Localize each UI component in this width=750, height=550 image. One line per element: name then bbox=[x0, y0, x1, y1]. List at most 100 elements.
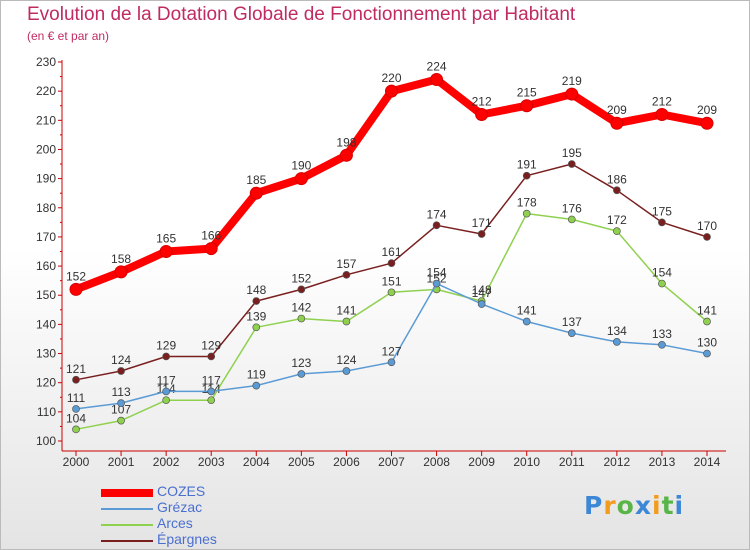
series-arces: 1041071141141391421411511521481781761721… bbox=[66, 196, 717, 434]
data-label-grezac: 127 bbox=[381, 344, 401, 358]
data-point-arces bbox=[567, 215, 576, 224]
legend-label: Grézac bbox=[157, 499, 203, 515]
data-label-grezac: 124 bbox=[336, 353, 356, 367]
logo-letter: r bbox=[603, 491, 617, 520]
x-tick-label: 2000 bbox=[63, 455, 90, 469]
data-point-epargnes bbox=[387, 259, 396, 268]
x-tick-label: 2006 bbox=[333, 455, 360, 469]
data-label-epargnes: 157 bbox=[336, 257, 356, 271]
data-label-epargnes: 152 bbox=[291, 271, 311, 285]
data-point-grezac bbox=[297, 370, 306, 378]
data-label-arces: 172 bbox=[607, 213, 627, 227]
x-tick-label: 2011 bbox=[559, 455, 585, 469]
data-point-grezac bbox=[567, 329, 576, 337]
logo-letter: i bbox=[674, 491, 685, 520]
data-point-cozes bbox=[385, 84, 398, 98]
y-tick-label: 200 bbox=[36, 142, 56, 156]
data-label-epargnes: 124 bbox=[111, 353, 131, 367]
data-label-arces: 148 bbox=[472, 283, 492, 297]
data-label-cozes: 220 bbox=[381, 71, 401, 85]
logo-letter: x bbox=[634, 491, 652, 520]
data-point-cozes bbox=[610, 116, 624, 130]
legend-swatch bbox=[101, 540, 153, 542]
data-label-grezac: 133 bbox=[652, 327, 672, 341]
x-tick-label: 2001 bbox=[108, 455, 135, 469]
data-point-arces bbox=[613, 227, 621, 235]
data-point-epargnes bbox=[207, 352, 216, 361]
data-label-cozes: 209 bbox=[607, 103, 627, 117]
data-label-grezac: 117 bbox=[157, 373, 176, 387]
data-point-grezac bbox=[613, 338, 621, 346]
data-point-cozes bbox=[655, 107, 669, 121]
data-label-grezac: 154 bbox=[427, 266, 447, 280]
data-point-grezac bbox=[477, 300, 486, 308]
series-cozes: 152 158 165 166 185 190 198 220 224 212 215 219 209 2… bbox=[66, 59, 717, 296]
data-label-cozes: 215 bbox=[517, 86, 537, 100]
x-tick-label: 2007 bbox=[378, 455, 405, 469]
data-label-epargnes: 195 bbox=[562, 146, 582, 160]
data-label-grezac: 119 bbox=[247, 368, 266, 382]
legend-label: Arces bbox=[157, 515, 193, 531]
data-label-epargnes: 121 bbox=[66, 362, 86, 376]
data-label-grezac: 137 bbox=[562, 315, 582, 329]
data-point-arces bbox=[252, 323, 261, 332]
data-label-epargnes: 129 bbox=[156, 338, 176, 352]
y-tick-label: 140 bbox=[36, 317, 56, 331]
data-label-arces: 154 bbox=[652, 266, 672, 280]
x-tick-label: 2008 bbox=[423, 455, 450, 469]
data-point-grezac bbox=[117, 399, 125, 407]
data-label-cozes: 212 bbox=[652, 94, 672, 108]
y-tick-label: 190 bbox=[36, 172, 56, 186]
y-tick-label: 110 bbox=[37, 405, 56, 419]
data-label-epargnes: 171 bbox=[472, 216, 492, 230]
data-point-epargnes bbox=[297, 285, 306, 294]
data-point-grezac bbox=[658, 340, 666, 349]
data-label-arces: 151 bbox=[381, 274, 401, 288]
y-tick-label: 130 bbox=[36, 347, 56, 361]
y-tick-label: 220 bbox=[36, 84, 56, 98]
data-label-grezac: 147 bbox=[472, 286, 492, 300]
data-point-grezac bbox=[162, 387, 170, 396]
data-label-cozes: 166 bbox=[201, 229, 221, 243]
logo-letter: P bbox=[584, 491, 604, 520]
data-point-cozes bbox=[294, 172, 308, 186]
data-label-epargnes: 191 bbox=[517, 158, 537, 172]
data-label-cozes: 212 bbox=[472, 94, 492, 108]
data-point-grezac bbox=[72, 405, 80, 413]
legend-swatch bbox=[101, 489, 153, 497]
data-point-cozes bbox=[159, 245, 173, 258]
x-tick-label: 2013 bbox=[649, 455, 676, 469]
data-point-arces bbox=[207, 396, 216, 405]
data-label-epargnes: 175 bbox=[652, 204, 672, 218]
data-point-cozes bbox=[520, 99, 534, 113]
data-point-cozes bbox=[475, 107, 489, 121]
legend-label: COZES bbox=[157, 483, 206, 499]
data-point-epargnes bbox=[477, 230, 486, 238]
data-label-arces: 178 bbox=[517, 196, 537, 210]
data-label-cozes: 152 bbox=[66, 269, 86, 283]
logo-letter: o bbox=[616, 491, 635, 520]
data-point-grezac bbox=[342, 367, 351, 375]
data-label-arces: 107 bbox=[111, 403, 131, 417]
y-tick-label: 150 bbox=[36, 288, 56, 302]
chart-subtitle: (en € et par an) bbox=[27, 29, 110, 43]
data-label-epargnes: 174 bbox=[427, 207, 447, 221]
y-tick-label: 160 bbox=[36, 259, 56, 273]
data-point-cozes bbox=[700, 116, 714, 130]
data-point-epargnes bbox=[613, 186, 621, 195]
data-label-cozes: 185 bbox=[246, 173, 266, 187]
data-point-arces bbox=[297, 314, 306, 323]
data-point-epargnes bbox=[162, 352, 170, 361]
data-label-cozes: 224 bbox=[427, 59, 447, 73]
x-tick-label: 2003 bbox=[198, 455, 225, 469]
data-label-epargnes: 186 bbox=[607, 172, 627, 186]
y-tick-label: 180 bbox=[36, 201, 56, 215]
data-point-epargnes bbox=[117, 367, 125, 375]
data-point-arces bbox=[342, 317, 351, 326]
data-point-epargnes bbox=[432, 221, 441, 230]
data-label-arces: 139 bbox=[246, 309, 266, 323]
y-tick-label: 210 bbox=[36, 113, 56, 127]
data-label-arces: 141 bbox=[336, 303, 356, 317]
logo-letter: i bbox=[652, 491, 662, 520]
